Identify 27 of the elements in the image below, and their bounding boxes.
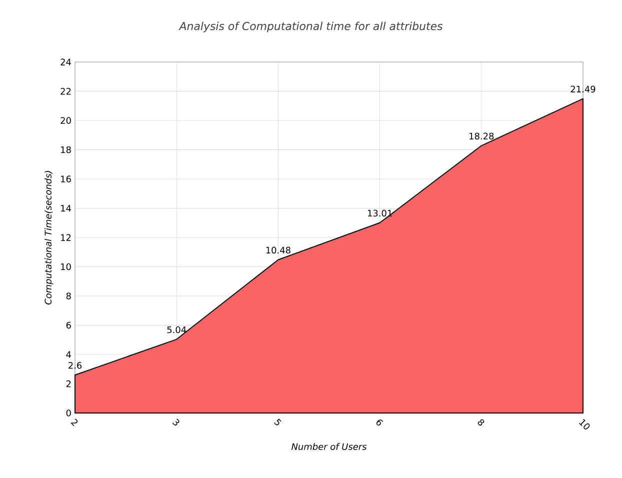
data-label: 10.48: [266, 246, 290, 254]
x-axis-title: Number of Users: [292, 443, 367, 450]
y-tick-label: 6: [66, 322, 71, 329]
data-label: 18.28: [470, 132, 494, 140]
y-tick-label: 16: [61, 176, 71, 182]
data-label: 2.6: [68, 362, 82, 369]
y-axis-title: Computational Time(seconds): [44, 171, 54, 304]
y-tick-label: 22: [60, 88, 71, 95]
x-tick-label: 8: [478, 419, 484, 426]
chart-title: Analysis of Computational time for all attributes: [178, 22, 443, 32]
y-tick-label: 18: [61, 146, 71, 154]
data-label: 21.49: [570, 86, 596, 93]
y-tick-label: 2: [66, 380, 71, 388]
y-tick-label: 14: [61, 204, 71, 212]
data-label: 5.04: [167, 326, 186, 334]
x-tick-label: 10: [579, 418, 590, 430]
y-tick-label: 4: [66, 351, 71, 358]
y-tick-label: 8: [66, 292, 71, 300]
x-tick-label: 3: [172, 418, 180, 426]
x-tick-label: 5: [274, 418, 282, 426]
y-tick-label: 24: [60, 58, 71, 66]
y-tick-label: 10: [61, 263, 71, 270]
y-tick-label: 12: [61, 234, 71, 241]
data-label: 13.01: [368, 210, 392, 217]
x-tick-label: 6: [376, 420, 383, 426]
y-tick-label: 0: [66, 410, 71, 416]
y-tick-label: 20: [60, 117, 71, 124]
